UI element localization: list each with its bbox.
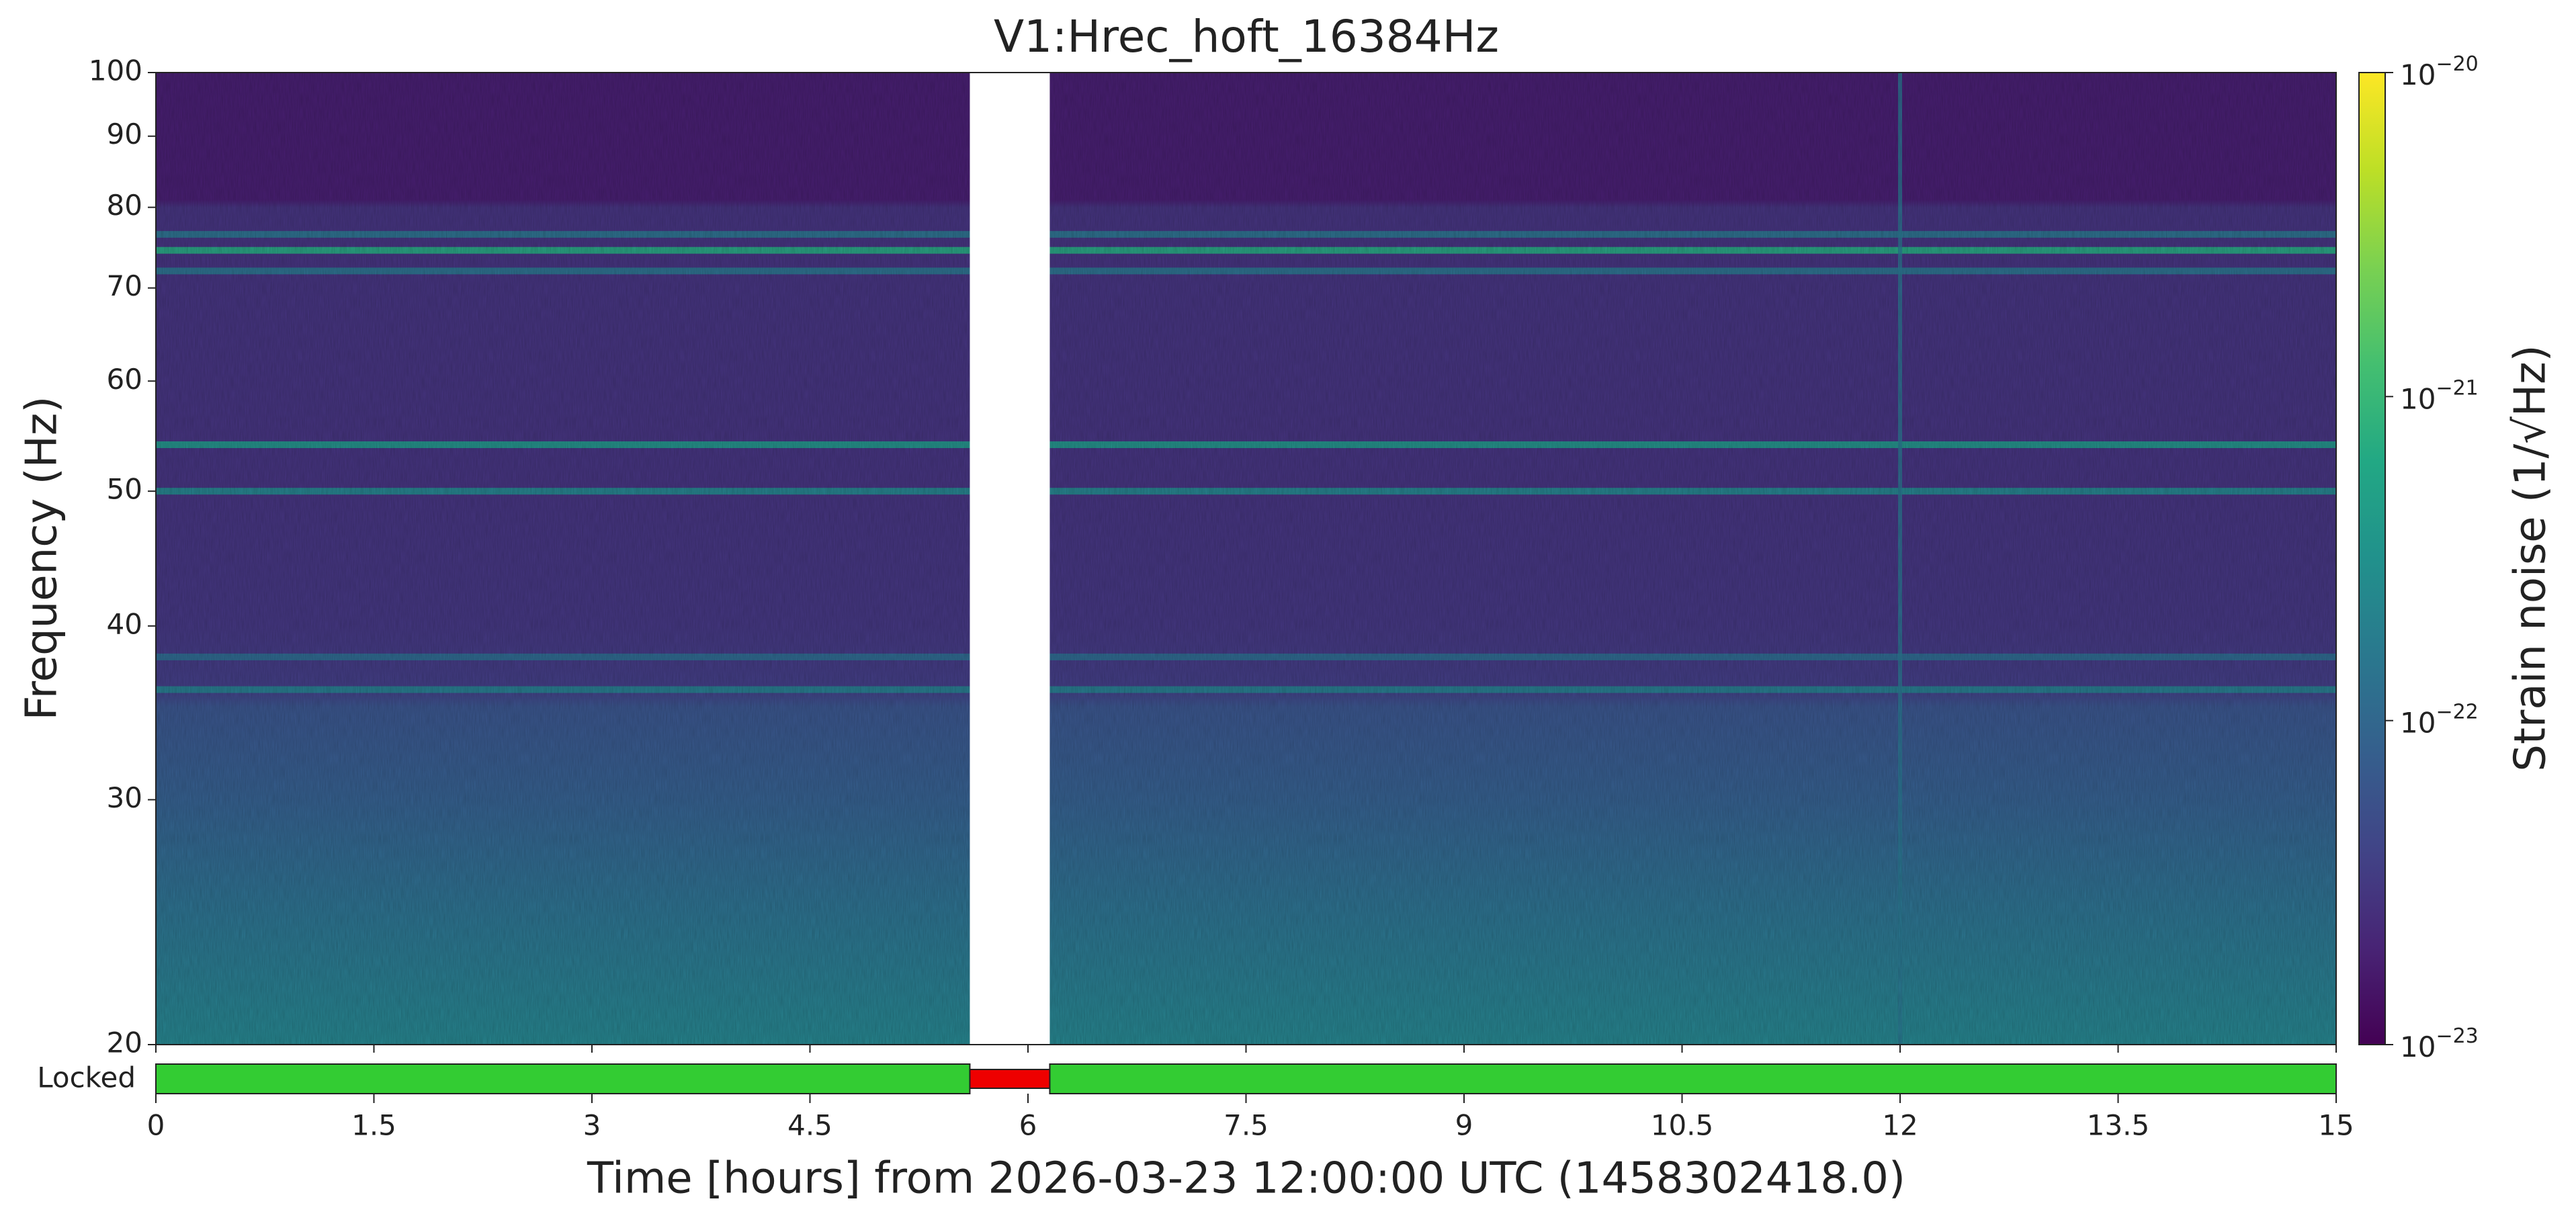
x-tick-label: 4.5 [787, 1109, 832, 1142]
colorbar [2358, 72, 2386, 1045]
y-tick-label: 80 [107, 189, 142, 222]
x-tick-label: 3 [583, 1109, 601, 1142]
x-tick-label: 12 [1882, 1109, 1918, 1142]
tick-base: 10 [2400, 382, 2436, 415]
x-tick-label: 7.5 [1223, 1109, 1269, 1142]
state-segment [1049, 1063, 2337, 1094]
x-tick-label: 1.5 [351, 1109, 396, 1142]
tick-exponent: −22 [2436, 700, 2478, 723]
tick-base: 10 [2400, 1030, 2436, 1063]
y-tick-label: 70 [107, 269, 142, 302]
tick-exponent: −23 [2436, 1024, 2478, 1048]
state-segment [969, 1069, 1051, 1089]
x-tick-label: 0 [147, 1109, 165, 1142]
colorbar-tick-label: 10−22 [2400, 700, 2479, 739]
tick-exponent: −20 [2436, 52, 2478, 76]
axes: 20 30 40 50 60 70 80 90 100 0 1.5 3 4.5 6 7.5 9 10.5 12 13… [89, 52, 2479, 1142]
colorbar-label: Strain noise (1/√Hz) [2506, 345, 2556, 771]
x-tick-label: 13.5 [2087, 1109, 2150, 1142]
colorbar-tick-label: 10−20 [2400, 52, 2479, 91]
x-tick-label: 9 [1455, 1109, 1473, 1142]
y-tick-label: 20 [107, 1026, 142, 1059]
chart-title: V1:Hrec_hoft_16384Hz [994, 11, 1499, 62]
y-tick-label: 90 [107, 118, 142, 150]
y-tick-label: 50 [107, 473, 142, 506]
colorbar-tick-label: 10−21 [2400, 376, 2479, 415]
y-axis-label: Frequency (Hz) [17, 396, 67, 721]
tick-base: 10 [2400, 58, 2436, 91]
x-axis-label: Time [hours] from 2026-03-23 12:00:00 UT… [587, 1154, 1905, 1204]
state-label: Locked [37, 1061, 136, 1094]
y-tick-label: 40 [107, 607, 142, 640]
tick-base: 10 [2400, 706, 2436, 739]
y-tick-label: 30 [107, 781, 142, 814]
tick-exponent: −21 [2436, 376, 2478, 400]
x-tick-label: 10.5 [1651, 1109, 1714, 1142]
x-tick-label: 15 [2318, 1109, 2354, 1142]
spectrogram [156, 73, 2336, 1045]
x-tick-label: 6 [1019, 1109, 1037, 1142]
texture [156, 73, 2336, 1045]
state-segment [155, 1063, 971, 1094]
y-tick-label: 100 [89, 54, 142, 87]
colorbar-tick-label: 10−23 [2400, 1024, 2479, 1063]
y-tick-label: 60 [107, 363, 142, 396]
data-gap [970, 73, 1050, 1045]
